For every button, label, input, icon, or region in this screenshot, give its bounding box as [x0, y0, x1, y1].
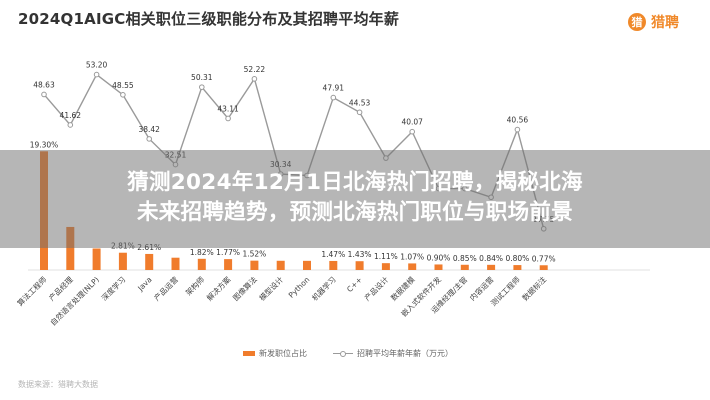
- bar-label-19: 0.77%: [532, 254, 556, 263]
- salary-label-6: 50.31: [191, 73, 213, 82]
- category-label-4: Java: [135, 275, 153, 293]
- salary-label-11: 47.91: [323, 84, 345, 93]
- category-label-5: 产品运营: [152, 274, 181, 303]
- salary-label-7: 43.11: [217, 104, 239, 113]
- bar-19: [539, 265, 548, 270]
- salary-point-11: [330, 94, 337, 101]
- salary-point-14: [409, 128, 416, 135]
- bar-label-17: 0.84%: [479, 254, 503, 263]
- salary-point-4: [146, 136, 152, 142]
- data-source: 数据来源：猎聘大数据: [18, 380, 98, 389]
- bar-14: [408, 263, 417, 270]
- salary-label-3: 48.55: [112, 81, 134, 90]
- bar-7: [224, 259, 233, 270]
- headline-text: 猜测2024年12月1日北海热门招聘，揭秘北海 未来招聘趋势，预测北海热门职位与…: [0, 168, 710, 228]
- salary-label-2: 53.20: [86, 61, 108, 70]
- bar-label-14: 1.07%: [400, 252, 424, 261]
- brand-name: 猎聘: [651, 15, 679, 31]
- bar-label-16: 0.85%: [453, 254, 477, 263]
- bar-1: [66, 226, 75, 270]
- category-label-3: 深度学习: [99, 274, 127, 302]
- salary-point-7: [225, 115, 231, 122]
- salary-label-4: 38.42: [138, 125, 160, 134]
- headline-line-1: 猜测2024年12月1日北海热门招聘，揭秘北海: [127, 170, 583, 195]
- bar-17: [487, 264, 496, 270]
- bar-2: [92, 248, 101, 270]
- salary-point-3: [120, 92, 126, 98]
- headline-line-2: 未来招聘趋势，预测北海热门职位与职场前景: [136, 200, 573, 225]
- category-label-19: 数据标注: [520, 274, 549, 303]
- bar-8: [250, 260, 259, 270]
- category-label-0: 算法工程师: [15, 274, 49, 308]
- salary-label-18: 40.56: [507, 116, 529, 125]
- bar-10: [303, 260, 311, 270]
- brand-logo: 猎 猎聘: [628, 12, 679, 32]
- bar-label-12: 1.43%: [348, 250, 372, 259]
- bar-label-6: 1.82%: [190, 248, 214, 257]
- category-label-2: 自然语言处理(NLP): [48, 274, 101, 327]
- salary-point-18: [514, 126, 521, 133]
- bar-15: [434, 264, 443, 270]
- bar-9: [276, 260, 285, 270]
- category-label-12: C++: [345, 275, 364, 294]
- legend-item-bar: 新发职位占比: [243, 348, 307, 359]
- bar-5: [171, 257, 180, 270]
- bar-3: [118, 252, 127, 270]
- category-label-10: Python: [287, 275, 312, 300]
- salary-point-12: [356, 109, 363, 116]
- bar-label-11: 1.47%: [321, 250, 345, 259]
- category-label-18: 测试工程师: [488, 274, 522, 308]
- bar-12: [355, 261, 364, 270]
- legend-bar-label: 新发职位占比: [259, 349, 307, 358]
- bar-label-0: 19.30%: [30, 140, 59, 149]
- bar-11: [329, 260, 338, 270]
- salary-label-12: 44.53: [349, 98, 371, 107]
- salary-label-0: 48.63: [33, 80, 55, 89]
- salary-label-1: 41.62: [60, 111, 82, 120]
- bar-label-8: 1.52%: [242, 250, 266, 259]
- liepin-logo-icon: 猎: [628, 13, 646, 31]
- category-label-9: 模型设计: [257, 274, 286, 303]
- category-label-7: 解决方案: [204, 274, 233, 303]
- salary-point-6: [199, 84, 205, 90]
- salary-point-0: [41, 91, 47, 98]
- legend-line-swatch: [333, 350, 353, 358]
- legend-bar-swatch: [243, 351, 255, 356]
- bar-label-18: 0.80%: [505, 254, 529, 263]
- salary-point-1: [67, 122, 74, 128]
- bar-13: [381, 263, 390, 270]
- bar-18: [513, 265, 522, 270]
- category-label-13: 产品设计: [362, 274, 391, 303]
- headline-overlay: [0, 150, 710, 248]
- bar-6: [197, 258, 206, 270]
- bar-label-13: 1.11%: [374, 252, 398, 261]
- legend-line-label: 招聘平均年薪年薪（万元）: [357, 349, 453, 358]
- bar-4: [145, 253, 154, 270]
- bar-label-15: 0.90%: [427, 253, 451, 262]
- category-label-11: 机器学习: [309, 274, 337, 302]
- legend-item-line: 招聘平均年薪年薪（万元）: [333, 348, 453, 359]
- category-label-6: 架构师: [183, 274, 206, 297]
- salary-label-8: 52.22: [244, 65, 266, 74]
- salary-label-14: 40.07: [401, 118, 423, 127]
- chart-title: 2024Q1AIGC相关职位三级职能分布及其招聘平均年薪: [18, 10, 400, 28]
- salary-point-2: [93, 71, 100, 78]
- bar-16: [460, 264, 469, 270]
- chart-legend: 新发职位占比 招聘平均年薪年薪（万元）: [243, 348, 453, 359]
- bar-label-7: 1.77%: [216, 248, 240, 257]
- category-label-8: 图像算法: [231, 274, 260, 303]
- salary-point-8: [251, 76, 258, 82]
